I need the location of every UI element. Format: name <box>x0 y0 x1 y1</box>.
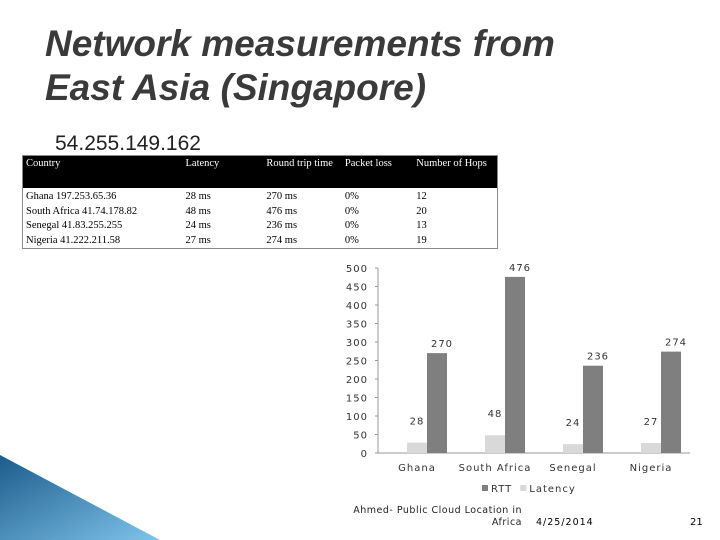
table-cell: 13 <box>413 219 498 234</box>
table-row: Ghana 197.253.65.36 28 ms 270 ms 0% 12 <box>22 188 498 205</box>
table-cell: Ghana 197.253.65.36 <box>22 188 183 205</box>
table-cell: 0% <box>341 219 414 234</box>
bar <box>407 442 427 453</box>
table-cell: 0% <box>341 204 414 219</box>
table-cell: 270 ms <box>263 188 342 205</box>
y-tick-label: 450 <box>346 283 368 294</box>
header-cell: Number of Hops <box>413 155 498 188</box>
bar <box>563 444 583 453</box>
legend-label: RTT <box>491 484 512 495</box>
table-cell: 274 ms <box>263 233 342 249</box>
table-cell: 24 ms <box>182 219 264 234</box>
page-number: 21 <box>690 517 703 528</box>
corner-shape <box>0 455 160 540</box>
legend-label: Latency <box>529 484 576 495</box>
data-label: 274 <box>665 338 687 349</box>
x-tick-label: Ghana <box>398 463 436 474</box>
footer-author: Ahmed- Public Cloud Location in Africa <box>353 505 522 528</box>
y-tick-label: 50 <box>353 431 368 442</box>
header-cell: Country <box>22 155 183 188</box>
footer-date: 4/25/2014 <box>536 517 594 528</box>
data-label: 476 <box>509 263 531 274</box>
x-tick-label: Senegal <box>549 463 596 474</box>
data-label: 24 <box>566 418 581 429</box>
header-cell: Round trip time <box>263 155 342 188</box>
header-cell: Latency <box>182 155 264 188</box>
bar <box>583 365 603 453</box>
x-tick-label: South Africa <box>459 463 532 474</box>
table-cell: Nigeria 41.222.211.58 <box>22 233 183 249</box>
table-cell: Senegal 41.83.255.255 <box>22 219 183 234</box>
data-label: 236 <box>587 352 609 363</box>
header-cell: Packet loss <box>341 155 414 188</box>
table-row: South Africa 41.74.178.82 48 ms 476 ms 0% 20 <box>22 204 498 219</box>
table-cell: 28 ms <box>182 188 264 205</box>
table-cell: 19 <box>413 233 498 249</box>
bar <box>505 276 525 453</box>
data-label: 27 <box>644 417 659 428</box>
bar <box>641 443 661 453</box>
y-tick-label: 400 <box>346 301 368 312</box>
data-label: 28 <box>410 417 425 428</box>
y-tick-label: 100 <box>346 412 368 423</box>
table-cell: 20 <box>413 204 498 219</box>
subtitle: 54.255.149.162 <box>55 132 201 155</box>
y-tick-label: 300 <box>346 338 368 349</box>
y-tick-label: 200 <box>346 375 368 386</box>
data-label: 48 <box>488 409 503 420</box>
y-tick-label: 350 <box>346 320 368 331</box>
y-tick-label: 150 <box>346 394 368 405</box>
legend-swatch <box>520 485 527 491</box>
x-tick-label: Nigeria <box>630 463 673 474</box>
table-cell: 236 ms <box>263 219 342 234</box>
slide-title: Network measurements from East Asia (Sin… <box>45 23 555 108</box>
bar <box>427 353 447 453</box>
bar <box>661 351 681 453</box>
table-cell: South Africa 41.74.178.82 <box>22 204 183 219</box>
y-tick-label: 250 <box>346 357 368 368</box>
table-cell: 12 <box>413 188 498 205</box>
table-cell: 27 ms <box>182 233 264 249</box>
table-cell: 476 ms <box>263 204 342 219</box>
table-row: Nigeria 41.222.211.58 27 ms 274 ms 0% 19 <box>22 233 498 249</box>
table-row: Senegal 41.83.255.255 24 ms 236 ms 0% 13 <box>22 219 498 234</box>
data-label: 270 <box>431 339 453 350</box>
data-table: Country Latency Round trip time Packet loss… <box>22 155 498 249</box>
y-tick-label: 500 <box>346 264 368 275</box>
y-tick-label: 0 <box>361 449 368 460</box>
bar <box>485 435 505 453</box>
legend-swatch <box>482 485 488 491</box>
table-cell: 0% <box>341 233 414 249</box>
table-cell: 48 ms <box>182 204 264 219</box>
table-cell: 0% <box>341 188 414 205</box>
